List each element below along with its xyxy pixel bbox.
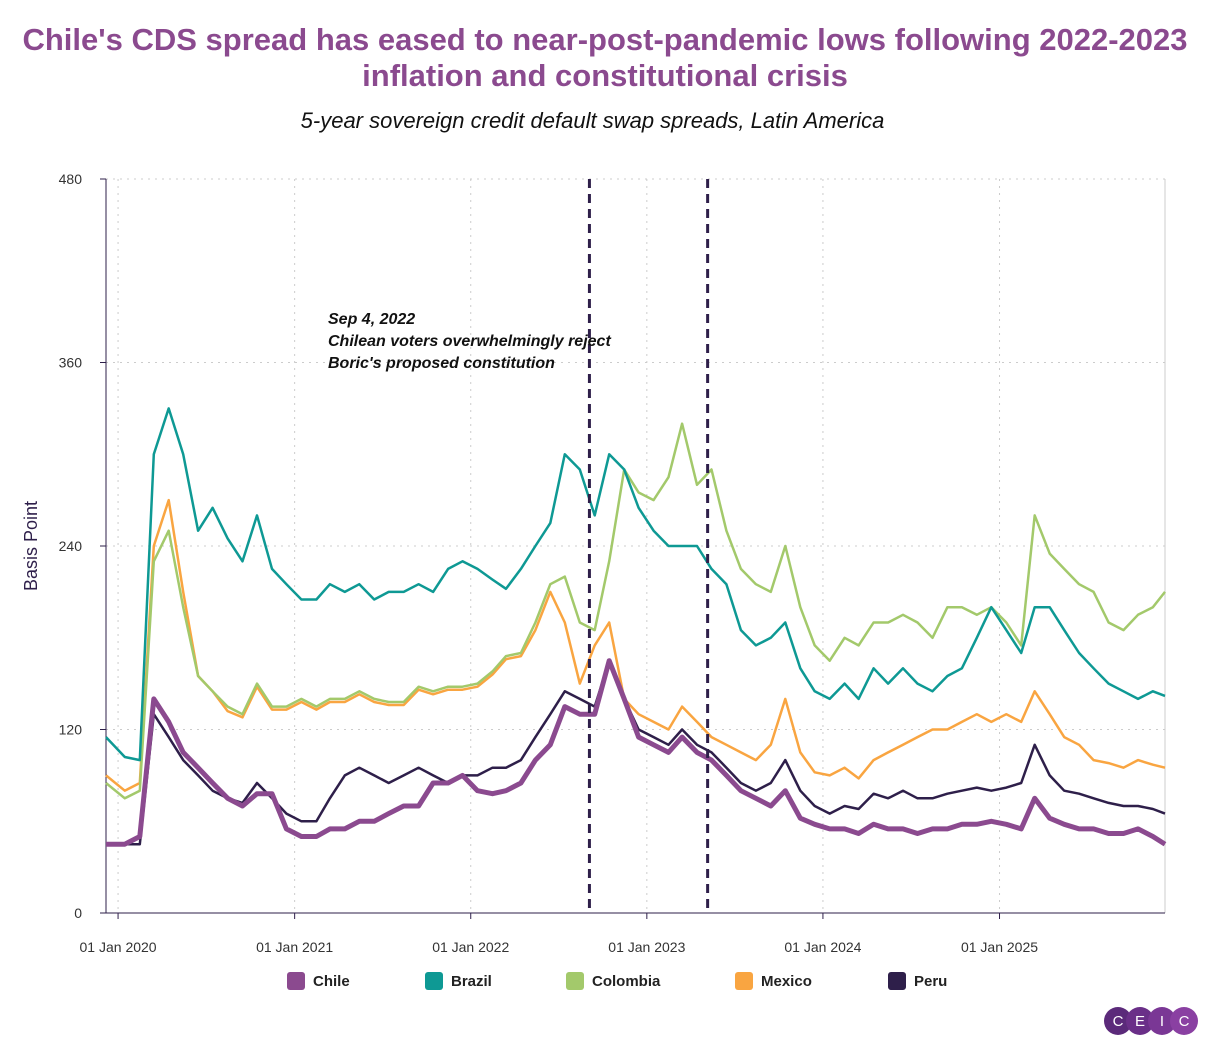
legend-label: Brazil	[451, 972, 492, 990]
legend-swatch	[888, 972, 906, 990]
legend-label: Peru	[914, 972, 948, 990]
y-tick-label: 480	[59, 171, 83, 187]
legend-label: Mexico	[761, 972, 812, 990]
annotation-text: Chilean voters overwhelmingly reject	[328, 333, 611, 350]
x-tick-label: 01 Jan 2025	[961, 939, 1038, 955]
legend-swatch	[425, 972, 443, 990]
series-line-peru	[106, 659, 1166, 846]
legend-swatch	[566, 972, 584, 990]
logo-letter: C	[1170, 1007, 1198, 1035]
series-line-chile	[106, 658, 1167, 847]
y-tick-label: 360	[59, 355, 83, 371]
series-line-brazil	[105, 407, 1166, 762]
legend-label: Chile	[313, 972, 350, 990]
annotation-text: Boric's proposed constitution	[328, 355, 555, 372]
series-line-colombia	[105, 422, 1166, 800]
series-line-mexico	[105, 498, 1166, 792]
legend-item-mexico[interactable]: Mexico	[735, 972, 812, 990]
legend-item-colombia[interactable]: Colombia	[566, 972, 660, 990]
legend-item-brazil[interactable]: Brazil	[425, 972, 492, 990]
x-tick-label: 01 Jan 2023	[608, 939, 685, 955]
annotation-text: Sep 4, 2022	[328, 311, 415, 328]
legend: Chile Brazil Colombia Mexico Peru	[0, 972, 1210, 994]
legend-swatch	[735, 972, 753, 990]
x-tick-label: 01 Jan 2020	[80, 939, 157, 955]
legend-item-chile[interactable]: Chile	[287, 972, 350, 990]
chart-subtitle: 5-year sovereign credit default swap spr…	[300, 108, 885, 133]
x-tick-label: 01 Jan 2021	[256, 939, 333, 955]
legend-label: Colombia	[592, 972, 661, 990]
legend-swatch	[287, 972, 305, 990]
x-tick-label: 01 Jan 2024	[784, 939, 861, 955]
x-tick-label: 01 Jan 2022	[432, 939, 509, 955]
y-tick-label: 0	[74, 905, 82, 921]
legend-item-peru[interactable]: Peru	[888, 972, 947, 990]
y-tick-label: 240	[59, 538, 83, 554]
y-axis-label: Basis Point	[21, 501, 41, 591]
chart-title: Chile's CDS spread has eased to near-pos…	[22, 22, 1188, 93]
y-tick-label: 120	[59, 722, 83, 738]
